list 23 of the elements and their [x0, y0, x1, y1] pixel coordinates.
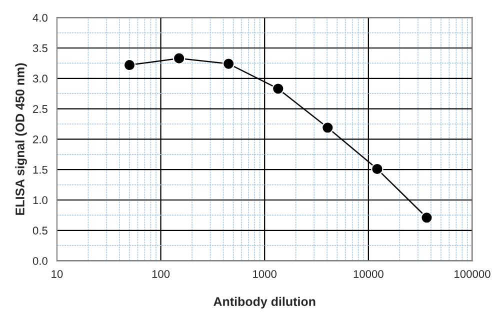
y-tick-label: 3.0 — [32, 74, 48, 83]
y-axis-title: ELISA signal (OD 450 nm) — [15, 63, 27, 215]
x-tick-label: 100000 — [454, 270, 490, 278]
y-tick-label: 2.5 — [33, 105, 48, 113]
point — [123, 58, 136, 72]
point — [272, 82, 284, 95]
point — [222, 58, 235, 70]
y-tick-label: 2.0 — [33, 135, 48, 144]
x-tick-label: 1000 — [253, 270, 277, 278]
y-tick-label: 1.0 — [33, 196, 48, 204]
y-tick-label: 1.5 — [33, 166, 48, 174]
y-tick-label: 4.0 — [32, 14, 48, 22]
x-axis-title: Antibody dilution — [214, 296, 316, 309]
y-tick-label: 0.5 — [32, 226, 48, 235]
point — [172, 52, 186, 64]
x-tick-label: 100 — [152, 270, 170, 278]
y-tick-label: 0.0 — [32, 257, 48, 265]
point — [371, 162, 384, 176]
x-tick-label: 10000 — [354, 270, 384, 278]
x-tick-label: 10 — [52, 270, 63, 278]
y-tick-label: 3.5 — [32, 44, 48, 52]
point — [322, 122, 334, 134]
point — [420, 212, 433, 224]
